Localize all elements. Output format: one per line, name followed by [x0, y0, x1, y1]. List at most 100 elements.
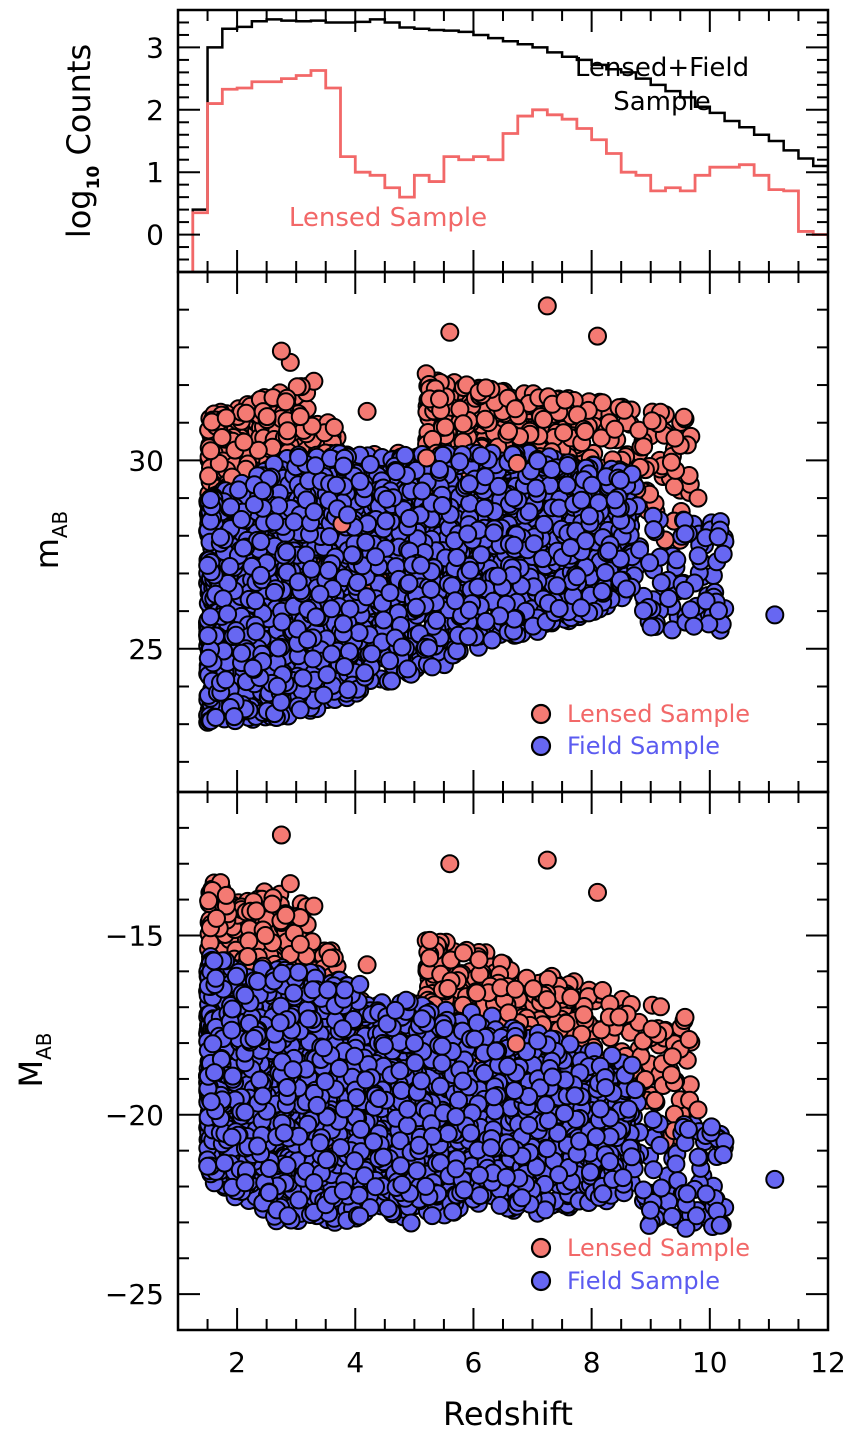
point-field	[355, 663, 375, 683]
point-field	[582, 475, 602, 495]
point-field	[377, 489, 397, 509]
point-lensed	[664, 477, 684, 497]
point-field	[288, 572, 308, 592]
point-field	[201, 490, 220, 510]
point-field	[561, 538, 580, 558]
y-tick-label: 2	[146, 94, 164, 127]
point-field	[422, 657, 442, 677]
legend-marker-field	[530, 735, 552, 757]
point-lensed	[575, 422, 595, 441]
point-lensed	[201, 441, 221, 461]
point-field	[534, 514, 554, 534]
point-field	[411, 555, 431, 575]
point-lensed	[430, 389, 449, 409]
point-lensed	[537, 296, 557, 316]
legend-marker-lensed	[530, 703, 552, 725]
y-tick-label: 3	[146, 31, 164, 64]
point-field	[445, 591, 465, 611]
point-field	[412, 481, 432, 501]
point-lensed	[278, 421, 298, 441]
point-field	[399, 508, 419, 528]
point-lensed	[417, 448, 437, 468]
point-field	[458, 524, 478, 544]
point-field	[265, 512, 285, 532]
point-field	[610, 470, 630, 490]
point-field	[651, 573, 671, 593]
point-lensed	[271, 341, 291, 361]
legend-label-lensed: Lensed Sample	[567, 700, 750, 728]
apparent-ylabel: mAB	[28, 511, 72, 570]
point-field	[421, 580, 441, 599]
point-field	[447, 548, 467, 567]
point-field	[216, 670, 236, 690]
point-field	[533, 549, 553, 569]
point-field	[310, 584, 330, 604]
point-lensed	[661, 452, 681, 472]
point-field	[357, 587, 377, 607]
point-lensed	[357, 401, 377, 421]
point-field	[301, 559, 321, 579]
point-field	[634, 601, 653, 621]
point-field	[504, 488, 524, 508]
point-lensed	[591, 428, 611, 448]
point-field	[547, 576, 567, 596]
y-tick-label: 1	[146, 156, 164, 189]
point-field	[675, 580, 695, 600]
point-field	[218, 604, 238, 624]
point-lensed	[216, 408, 236, 428]
point-field	[319, 560, 339, 580]
point-field	[382, 671, 401, 691]
point-field	[641, 617, 661, 637]
point-field	[251, 565, 271, 585]
point-field	[605, 490, 625, 510]
point-field	[765, 605, 785, 625]
point-field	[595, 563, 615, 583]
point-lensed	[674, 407, 694, 427]
point-field	[198, 648, 218, 668]
point-field	[488, 566, 508, 586]
point-field	[460, 560, 480, 580]
point-field	[526, 478, 546, 498]
point-field	[246, 622, 266, 642]
point-field	[220, 557, 240, 576]
point-field	[395, 445, 415, 465]
y-tick-label: 25	[128, 633, 164, 666]
point-field	[349, 623, 369, 643]
point-field	[246, 591, 265, 611]
point-field	[708, 527, 728, 547]
point-field	[579, 506, 599, 526]
point-field	[474, 498, 494, 518]
point-field	[338, 680, 358, 700]
point-field	[399, 573, 419, 593]
point-field	[681, 600, 701, 620]
point-field	[277, 542, 297, 562]
point-field	[200, 607, 220, 627]
point-lensed	[236, 403, 256, 423]
point-field	[380, 651, 400, 671]
absolute-magnitude-panel: −25−20−15 Lensed Sample Field Sample MAB	[12, 790, 830, 1332]
point-field	[659, 589, 679, 608]
point-lensed	[688, 488, 708, 508]
point-field	[524, 534, 544, 554]
annotation-lensed: Lensed Sample	[289, 203, 487, 233]
annotation-total-line1: Lensed+Field	[575, 53, 749, 83]
point-field	[226, 625, 246, 645]
point-lensed	[629, 420, 649, 440]
point-field	[392, 637, 412, 657]
point-field	[484, 523, 504, 543]
legend-label-field: Field Sample	[567, 732, 720, 760]
point-field	[271, 692, 291, 712]
point-field	[599, 541, 619, 561]
point-field	[557, 475, 577, 495]
point-field	[243, 658, 263, 678]
point-field	[458, 627, 478, 647]
point-field	[475, 467, 495, 487]
point-field	[298, 630, 318, 650]
point-field	[432, 496, 452, 515]
point-lensed	[507, 453, 527, 473]
point-field	[198, 626, 218, 646]
point-field	[688, 546, 708, 566]
point-field	[617, 579, 636, 599]
point-field	[304, 502, 324, 522]
